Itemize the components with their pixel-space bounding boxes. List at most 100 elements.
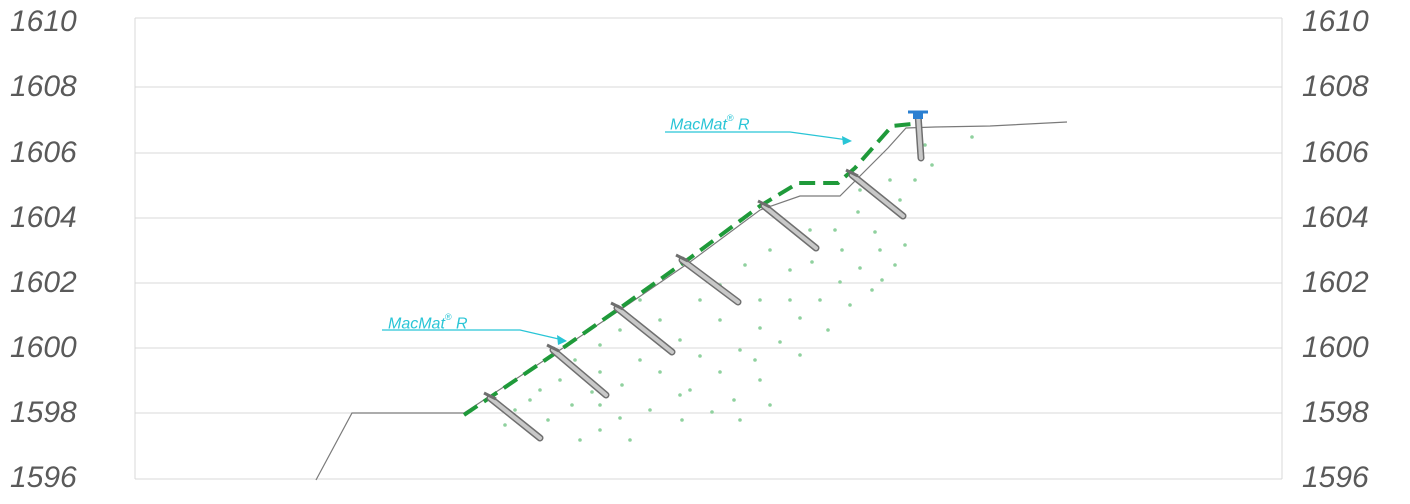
seed-dot (970, 135, 974, 139)
anchor-plate (610, 301, 624, 311)
anchor-bar (762, 204, 818, 250)
elevation-label: 1608 (1302, 70, 1369, 103)
seed-dot (698, 354, 702, 358)
callout-arrowhead-upper (842, 136, 852, 145)
seed-dot (833, 228, 837, 232)
seed-dot (888, 178, 892, 182)
seed-dot (738, 348, 742, 352)
seed-dot (590, 390, 594, 394)
seed-dot (688, 388, 692, 392)
anchor-plate (757, 199, 771, 209)
seed-dot (818, 298, 822, 302)
seed-dot (870, 288, 874, 292)
anchor-bar (916, 112, 923, 160)
seed-dot (558, 378, 562, 382)
macmat-callout-upper: MacMat® R (670, 112, 750, 133)
anchor-plate (546, 343, 560, 353)
elevation-label: 1606 (1302, 136, 1369, 169)
seed-dot (848, 303, 852, 307)
seed-dot (598, 343, 602, 347)
elevation-label: 1608 (10, 70, 77, 103)
seed-dot (648, 408, 652, 412)
elevation-label: 1604 (1302, 201, 1369, 234)
seed-dot (638, 298, 642, 302)
seed-dot (678, 338, 682, 342)
seed-dot (546, 418, 550, 422)
seed-dot (858, 188, 862, 192)
seed-dot (732, 398, 736, 402)
macmat-callout-lower: MacMat® R (388, 311, 468, 332)
seed-dot (838, 280, 842, 284)
anchor-bar (850, 173, 905, 218)
seed-dot (798, 353, 802, 357)
callout-leader-upper (665, 131, 849, 141)
seed-dot (893, 263, 897, 267)
registered-mark: ® (726, 113, 734, 123)
elevation-label: 1602 (10, 266, 77, 299)
seed-dot (923, 143, 927, 147)
seed-dot (718, 370, 722, 374)
seed-dot (598, 403, 602, 407)
callout-arrowhead-lower (557, 335, 567, 345)
elevation-label: 1596 (1302, 461, 1369, 494)
seed-dot (680, 418, 684, 422)
seed-dot (628, 438, 632, 442)
seed-dot (810, 260, 814, 264)
seed-dot (658, 318, 662, 322)
callout-leaders (382, 131, 852, 345)
soil-nail-anchor (546, 343, 610, 399)
seed-dot (578, 438, 582, 442)
soil-nail-anchor (483, 391, 544, 442)
anchor-plate (675, 253, 689, 263)
soil-nail-anchor (675, 253, 742, 306)
seed-dot (913, 178, 917, 182)
seed-dot (618, 328, 622, 332)
anchor-head (913, 113, 923, 119)
seed-dot (698, 298, 702, 302)
seed-dot (930, 163, 934, 167)
seed-dot (788, 268, 792, 272)
seed-dot (878, 248, 882, 252)
anchor-plate (483, 391, 497, 401)
seed-dot (538, 388, 542, 392)
seed-dot (758, 378, 762, 382)
callout-suffix: R (451, 315, 468, 333)
seed-dot (598, 428, 602, 432)
seed-dot (758, 326, 762, 330)
seed-dot (856, 210, 860, 214)
seed-dot (903, 243, 907, 247)
soil-nail-anchor (757, 199, 820, 252)
soil-nail-anchors (483, 110, 928, 442)
elevation-label: 1604 (10, 201, 77, 234)
seed-dot (778, 340, 782, 344)
seed-dot (573, 358, 577, 362)
seed-dot (620, 383, 624, 387)
seed-dot (880, 278, 884, 282)
macmat-erosion-mat-line (462, 122, 913, 417)
elevation-label: 1602 (1302, 266, 1369, 299)
elevation-label: 1600 (1302, 331, 1369, 364)
seed-dot (710, 410, 714, 414)
anchor-bar (680, 258, 740, 304)
seed-dot (638, 358, 642, 362)
seed-dot (758, 298, 762, 302)
seed-dot (840, 248, 844, 252)
seed-dot (768, 248, 772, 252)
seed-dot (528, 398, 532, 402)
seed-dot (858, 266, 862, 270)
seed-dot (753, 358, 757, 362)
soil-nail-anchor (845, 168, 907, 220)
seed-dot (570, 403, 574, 407)
seed-dot (618, 416, 622, 420)
seed-dot (798, 316, 802, 320)
seed-dot (826, 328, 830, 332)
seed-dot (658, 370, 662, 374)
anchor-bar (488, 396, 542, 440)
ground-profile (315, 121, 1068, 481)
seed-dot (738, 418, 742, 422)
seed-dot (718, 318, 722, 322)
elevation-label: 1606 (10, 136, 77, 169)
elevation-label: 1600 (10, 331, 77, 364)
